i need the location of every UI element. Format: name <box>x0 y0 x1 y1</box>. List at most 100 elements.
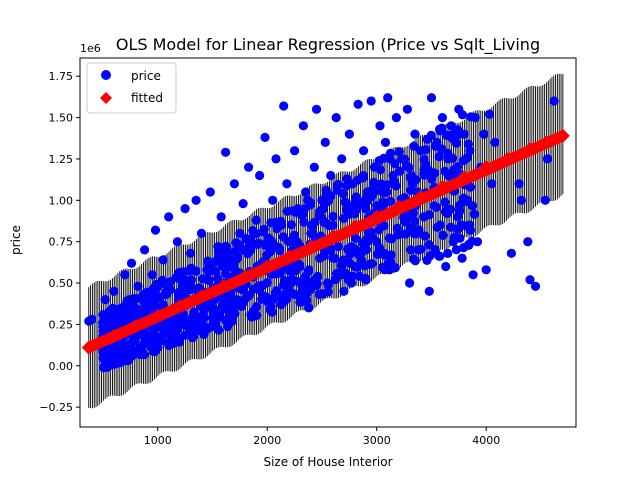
fitted-point <box>555 128 570 143</box>
price-cloud-point <box>410 256 420 266</box>
price-cloud-point <box>116 346 126 356</box>
price-point <box>472 237 483 247</box>
price-point <box>191 195 201 205</box>
fitted-point <box>457 170 472 185</box>
price-point <box>530 281 541 291</box>
fitted-point <box>81 340 96 355</box>
fitted-point <box>304 239 319 254</box>
price-cloud-point <box>108 351 118 361</box>
price-point <box>232 295 242 305</box>
price-cloud-point <box>461 221 471 231</box>
price-cloud-point <box>286 220 296 230</box>
y-offset-label: 1e6 <box>80 42 101 55</box>
price-cloud-point <box>135 349 145 360</box>
price-cloud-point <box>301 292 311 302</box>
fitted-point <box>238 269 253 284</box>
price-point <box>235 228 245 238</box>
price-cloud-point <box>451 245 461 255</box>
price-point <box>196 228 207 238</box>
price-cloud-point <box>455 200 465 210</box>
price-cloud-point <box>374 225 384 235</box>
price-cloud-point <box>464 240 474 250</box>
legend-price-marker <box>101 70 111 80</box>
price-point <box>484 109 495 119</box>
price-cloud-point <box>107 344 117 354</box>
price-cloud-point <box>469 209 479 219</box>
x-tick-label: 4000 <box>472 434 500 447</box>
price-point <box>487 179 497 189</box>
price-cloud-point <box>405 223 415 233</box>
price-cloud-point <box>438 230 448 240</box>
x-axis-label: Size of House Interior <box>263 455 392 469</box>
legend-fitted-label: fitted <box>131 91 163 105</box>
price-point <box>122 298 132 308</box>
price-point <box>328 220 338 230</box>
price-cloud-point <box>251 229 261 239</box>
price-cloud-point <box>314 289 324 299</box>
price-cloud-point <box>440 207 451 217</box>
price-cloud-point <box>420 231 430 241</box>
price-cloud-point <box>283 236 293 246</box>
price-point <box>120 270 130 280</box>
price-cloud-point <box>293 290 303 300</box>
price-cloud-point <box>203 256 213 266</box>
price-point <box>490 137 500 147</box>
price-point <box>388 170 398 181</box>
price-cloud-point <box>251 302 262 312</box>
price-cloud-point <box>380 250 390 260</box>
price-point <box>113 311 123 321</box>
price-cloud-point <box>253 281 263 291</box>
price-cloud-point <box>378 188 388 198</box>
price-point <box>304 303 314 313</box>
price-point <box>126 258 137 268</box>
price-cloud-point <box>214 325 224 335</box>
price-cloud-point <box>409 141 419 151</box>
price-cloud-point <box>211 266 221 277</box>
price-cloud-point <box>187 313 197 323</box>
price-point <box>375 121 385 131</box>
price-cloud-point <box>453 224 463 234</box>
fitted-point <box>479 160 494 175</box>
price-cloud-point <box>361 204 371 214</box>
price-cloud-point <box>345 249 355 259</box>
price-cloud-point <box>400 229 411 239</box>
price-cloud-point <box>300 271 311 281</box>
price-cloud-point <box>453 212 463 222</box>
price-point <box>175 270 185 280</box>
price-cloud-point <box>373 249 383 259</box>
price-cloud-point <box>333 180 343 190</box>
price-cloud-point <box>378 197 388 207</box>
price-cloud-point <box>440 197 450 207</box>
price-point <box>516 195 526 205</box>
price-point <box>441 261 451 272</box>
price-point <box>437 113 447 123</box>
fitted-point <box>260 259 275 274</box>
price-point <box>514 179 524 189</box>
price-point <box>481 265 491 275</box>
y-tick-label: 0.00 <box>49 360 74 373</box>
y-tick-label: 1.50 <box>49 112 74 125</box>
price-point <box>309 162 319 172</box>
price-point <box>337 154 347 164</box>
price-point <box>470 113 480 123</box>
price-point <box>410 129 420 139</box>
y-tick-label: −0.25 <box>39 401 73 414</box>
price-cloud-point <box>330 253 340 263</box>
price-point <box>359 146 369 156</box>
price-point <box>264 295 274 305</box>
price-cloud-point <box>369 177 379 187</box>
price-point <box>463 195 473 205</box>
price-cloud-point <box>158 300 168 310</box>
price-point <box>133 281 143 291</box>
price-point <box>432 137 442 147</box>
price-cloud-point <box>391 181 401 191</box>
price-point <box>419 212 429 222</box>
price-point <box>372 237 382 247</box>
legend: price fitted <box>86 62 177 114</box>
price-cloud-point <box>362 234 372 244</box>
price-cloud-point <box>435 124 445 134</box>
price-point <box>421 162 431 172</box>
price-cloud-point <box>149 329 159 339</box>
price-cloud-point <box>443 248 453 258</box>
price-cloud-point <box>196 326 206 336</box>
